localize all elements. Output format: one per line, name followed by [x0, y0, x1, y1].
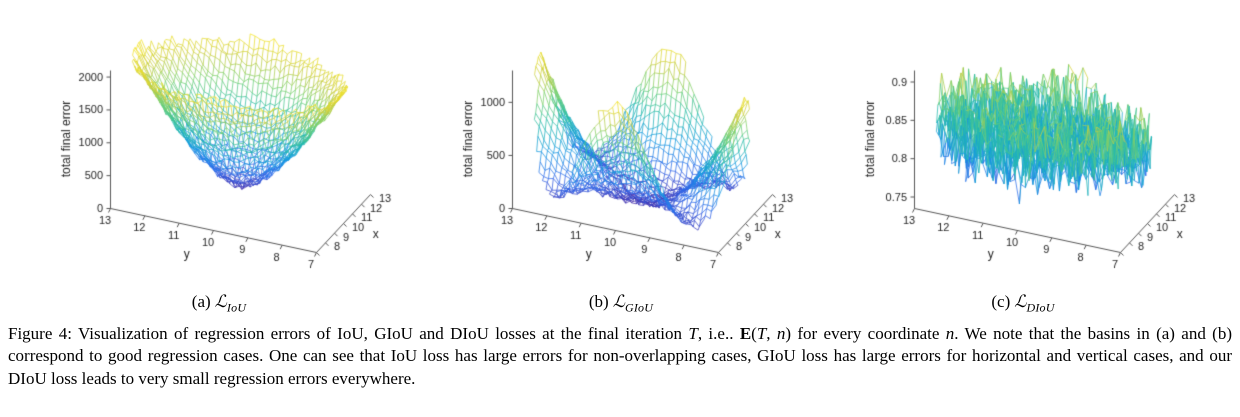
- plot-giou: (b) ℒGIoU: [420, 4, 822, 315]
- loss-subscript-b: GIoU: [624, 300, 654, 315]
- plot-canvas-giou: [420, 4, 822, 294]
- plot-iou-subcaption: (a) ℒIoU: [18, 292, 420, 315]
- figure-caption: Figure 4: Visualization of regression er…: [8, 324, 1232, 388]
- plot-diou: (c) ℒDIoU: [822, 4, 1224, 315]
- plots-row: (a) ℒIoU (b) ℒGIoU (c) ℒDIoU: [8, 4, 1232, 315]
- plot-diou-subcaption: (c) ℒDIoU: [822, 292, 1224, 315]
- subcaption-index-b: (b): [588, 292, 609, 311]
- subcaption-index-a: (a): [191, 292, 211, 311]
- plot-giou-subcaption: (b) ℒGIoU: [420, 292, 822, 315]
- plot-canvas-iou: [18, 4, 420, 294]
- loss-symbol-b: ℒ: [612, 292, 625, 311]
- loss-symbol-a: ℒ: [214, 292, 227, 311]
- loss-subscript-a: IoU: [226, 300, 247, 315]
- paper-figure-4: (a) ℒIoU (b) ℒGIoU (c) ℒDIoU Figure 4: Visu…: [8, 4, 1232, 388]
- plot-canvas-diou: [822, 4, 1224, 294]
- subcaption-index-c: (c): [991, 292, 1011, 311]
- loss-subscript-c: DIoU: [1026, 300, 1055, 315]
- plot-iou: (a) ℒIoU: [18, 4, 420, 315]
- loss-symbol-c: ℒ: [1014, 292, 1027, 311]
